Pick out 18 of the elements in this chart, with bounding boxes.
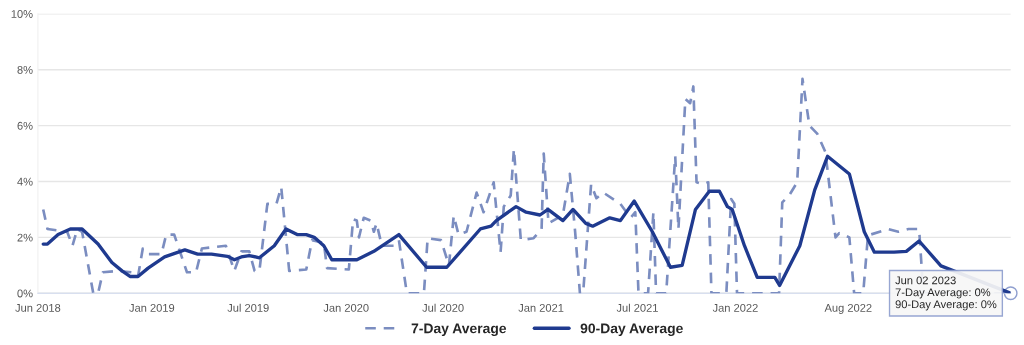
y-tick-label: 6% xyxy=(17,121,33,130)
y-tick-label: 4% xyxy=(17,177,33,186)
x-tick-label: Jun 2018 xyxy=(15,303,61,312)
legend-label: 90-Day Average xyxy=(580,323,683,337)
y-tick-label: 8% xyxy=(17,65,33,74)
x-tick-label: Jul 2020 xyxy=(422,303,464,312)
legend-label: 7-Day Average xyxy=(411,323,507,337)
y-tick-label: 10% xyxy=(11,10,33,18)
x-tick-label: Jul 2021 xyxy=(616,303,658,312)
y-tick-label: 0% xyxy=(17,289,33,298)
x-tick-label: Jan 2019 xyxy=(129,303,175,312)
y-tick-label: 2% xyxy=(17,233,33,242)
x-tick-label: Jan 2020 xyxy=(323,303,369,312)
x-tick-label: Aug 2022 xyxy=(824,303,872,315)
x-tick-label: Jul 2019 xyxy=(227,303,269,312)
x-tick-label: Jan 2022 xyxy=(712,303,758,312)
annotation: Jun 02 2023 7-Day Average: 0% 90-Day Average: 0% xyxy=(895,276,997,311)
x-tick-label: Jan 2021 xyxy=(518,303,564,312)
